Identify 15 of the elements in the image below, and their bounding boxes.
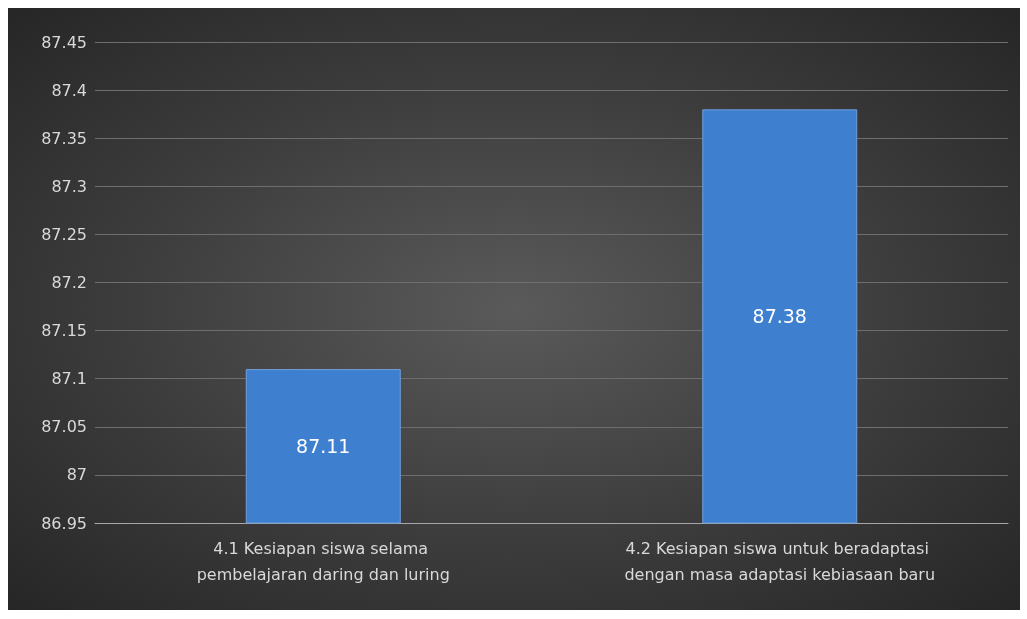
- y-tick-label: 87.3: [51, 176, 87, 196]
- y-tick-label: 87.35: [41, 128, 87, 148]
- y-tick-label: 86.95: [41, 513, 87, 533]
- y-tick-label: 87.1: [51, 369, 87, 389]
- y-tick-label: 87.15: [41, 321, 87, 341]
- y-tick-label: 87.25: [41, 224, 87, 244]
- y-tick-label: 87: [66, 465, 87, 485]
- data-label: 87.11: [296, 435, 351, 458]
- x-tick-label: 4.2 Kesiapan siswa untuk beradaptasi dengan masa adaptasi kebiasaan baru: [624, 538, 936, 584]
- y-tick-label: 87.05: [41, 417, 87, 437]
- y-tick-label: 87.45: [41, 32, 87, 52]
- data-label: 87.38: [752, 305, 807, 328]
- y-tick-label: 87.4: [51, 80, 87, 100]
- x-tick-label: 4.1 Kesiapan siswa selama pembelajaran daring dan luring: [196, 538, 450, 584]
- y-tick-label: 87.2: [51, 273, 87, 292]
